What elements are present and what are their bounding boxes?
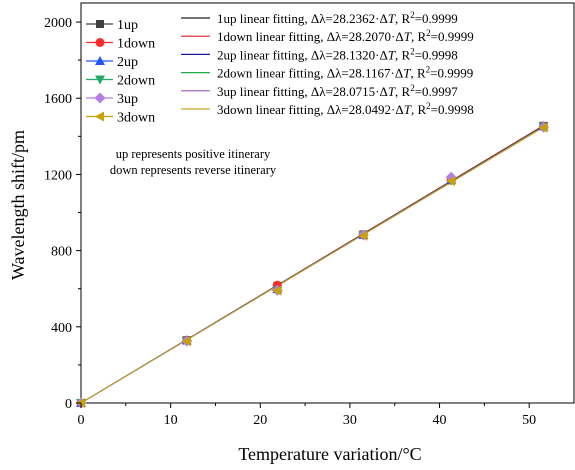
y-tick-label: 2000: [44, 16, 72, 31]
axes: 0 10 20 30 40 50 0 400 800 1200 1600 2000: [44, 16, 536, 428]
y-tick-label: 800: [51, 245, 72, 260]
y-tick-label: 400: [51, 321, 72, 336]
legend-label-2up: 2up: [117, 55, 138, 70]
legend-marker-1up: [96, 20, 104, 28]
legend-marker-3up: [94, 92, 106, 104]
fit-lines: [80, 125, 544, 404]
fit-legend-r2-val: =0.9999: [431, 29, 474, 44]
fit-legend-r2-val: =0.9999: [430, 66, 473, 81]
legend-label-2down: 2down: [117, 74, 155, 89]
fit-legend-sup: 2: [426, 28, 431, 38]
fit-line-5: [80, 126, 544, 404]
data-markers: [75, 121, 550, 409]
x-tick-label: 40: [433, 413, 447, 428]
fit-legend-slope-text: Δλ=28.0715·Δ: [311, 84, 388, 99]
fit-legend-label-2: 2up linear fitting, Δλ=28.1320·ΔT, R2=0.…: [217, 46, 458, 62]
fit-legend-var: T: [403, 66, 411, 81]
fit-legend-sup: 2: [410, 83, 415, 93]
fit-legend-label: 3down linear fitting,: [217, 102, 327, 117]
fit-legend-r2-text: , R: [395, 84, 411, 99]
y-axis-label: Wavelength shift/pm: [8, 130, 28, 280]
fit-legend-sup: 2: [410, 10, 415, 20]
legend-marker-2down: [95, 75, 105, 85]
legend-label-3down: 3down: [117, 111, 155, 126]
plot-frame: [80, 2, 575, 404]
x-tick-label: 0: [78, 413, 85, 428]
x-axis-label: Temperature variation/°C: [238, 444, 421, 464]
fit-legend-slope-text: Δλ=28.2070·Δ: [327, 29, 404, 44]
fit-legend-label: 2down linear fitting,: [217, 66, 327, 81]
fit-legend-r2-text: , R: [411, 102, 427, 117]
legend-marker-3down: [95, 111, 104, 122]
fit-legend-label-5: 3down linear fitting, Δλ=28.0492·ΔT, R2=…: [217, 101, 474, 117]
x-tick-label: 20: [253, 413, 267, 428]
point-3down: [358, 230, 368, 241]
fit-legend: 1up linear fitting, Δλ=28.2362·ΔT, R2=0.…: [181, 10, 474, 117]
y-tick-label: 1600: [44, 92, 72, 107]
fit-legend-label-4: 3up linear fitting, Δλ=28.0715·ΔT, R2=0.…: [217, 83, 458, 99]
fit-legend-label-3: 2down linear fitting, Δλ=28.1167·ΔT, R2=…: [217, 65, 473, 81]
fit-legend-label: 1up linear fitting,: [217, 11, 311, 26]
legend-label-1up: 1up: [117, 18, 138, 33]
fit-legend-r2-val: =0.9997: [415, 84, 459, 99]
fit-legend-sup: 2: [410, 46, 415, 56]
y-tick-label: 1200: [44, 168, 72, 183]
fit-legend-r2-val: =0.9999: [415, 11, 458, 26]
annotation-up: up represents positive itinerary: [116, 147, 271, 161]
fit-legend-r2-val: =0.9998: [431, 102, 474, 117]
fit-legend-var: T: [388, 11, 396, 26]
fit-legend-label: 3up linear fitting,: [217, 84, 311, 99]
fit-legend-label-1: 1down linear fitting, Δλ=28.2070·ΔT, R2=…: [217, 28, 474, 44]
fit-legend-sup: 2: [426, 101, 431, 111]
plot-border: [80, 2, 575, 404]
fit-legend-slope-text: Δλ=28.2362·Δ: [311, 11, 388, 26]
fit-legend-label-0: 1up linear fitting, Δλ=28.2362·ΔT, R2=0.…: [217, 10, 458, 26]
fit-legend-r2-val: =0.9998: [415, 47, 458, 62]
legend-marker-2up: [95, 56, 105, 65]
legend: 1up 1down 2up 2down 3up 3down: [86, 18, 155, 126]
fit-legend-slope-text: Δλ=28.1320·Δ: [311, 47, 388, 62]
fit-legend-var: T: [404, 29, 412, 44]
point-3down: [446, 176, 456, 187]
annotation-down: down represents reverse itinerary: [110, 163, 277, 177]
legend-label-1down: 1down: [117, 37, 155, 52]
fit-legend-r2-text: , R: [395, 47, 411, 62]
point-3down: [272, 285, 282, 296]
fit-legend-var: T: [404, 102, 412, 117]
fit-legend-slope-text: Δλ=28.1167·Δ: [327, 66, 403, 81]
x-tick-label: 30: [343, 413, 357, 428]
fit-legend-slope-text: Δλ=28.0492·Δ: [327, 102, 404, 117]
legend-marker-1down: [95, 38, 105, 47]
x-tick-label: 10: [164, 413, 178, 428]
fit-legend-sup: 2: [426, 65, 431, 75]
point-3down: [181, 336, 191, 347]
fit-legend-r2-text: , R: [411, 29, 427, 44]
fit-legend-r2-text: , R: [395, 11, 411, 26]
fit-legend-label: 2up linear fitting,: [217, 47, 311, 62]
fit-legend-var: T: [388, 47, 396, 62]
x-tick-label: 50: [522, 413, 536, 428]
y-tick-label: 0: [65, 397, 72, 412]
point-3down: [538, 122, 548, 133]
fit-legend-var: T: [388, 84, 396, 99]
fit-legend-r2-text: , R: [410, 66, 426, 81]
legend-label-3up: 3up: [117, 92, 138, 107]
fit-legend-label: 1down linear fitting,: [217, 29, 327, 44]
